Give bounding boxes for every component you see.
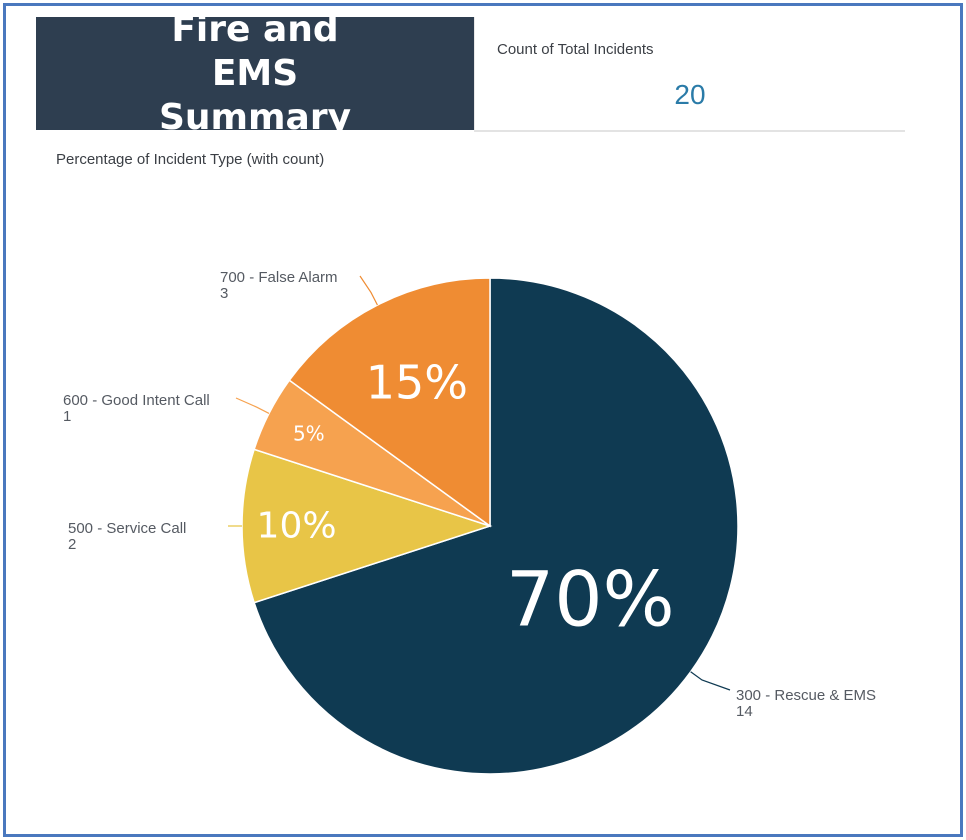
callout-count-label: 14 xyxy=(736,703,753,720)
pie-slice-500[interactable] xyxy=(241,448,493,604)
callout-leader-line xyxy=(359,275,378,306)
callout-count-label: 2 xyxy=(68,536,76,553)
callout-category-label: 600 - Good Intent Call xyxy=(63,392,210,409)
page-title: Fire and EMS Summary xyxy=(158,8,352,138)
slice-percent-label: 15% xyxy=(366,355,468,409)
total-incidents-value: 20 xyxy=(674,79,706,110)
chart-title: Percentage of Incident Type (with count) xyxy=(56,151,325,168)
callout-category-label: 700 - False Alarm xyxy=(220,269,338,286)
total-incidents-label: Count of Total Incidents xyxy=(497,41,654,58)
callout-category-label: 500 - Service Call xyxy=(68,520,186,537)
callout-leader-line xyxy=(690,671,731,691)
callout-count-label: 3 xyxy=(220,285,228,302)
title-banner: Fire and EMS Summary xyxy=(36,9,474,138)
total-incidents-card: Count of Total Incidents 20 xyxy=(474,17,905,132)
callout-leader-line xyxy=(235,397,270,414)
slice-percent-label: 70% xyxy=(506,554,675,643)
callout-count-label: 1 xyxy=(63,408,71,425)
callout-category-label: 300 - Rescue & EMS xyxy=(736,687,876,704)
slice-percent-label: 5% xyxy=(293,422,325,446)
slice-percent-label: 10% xyxy=(257,506,337,547)
